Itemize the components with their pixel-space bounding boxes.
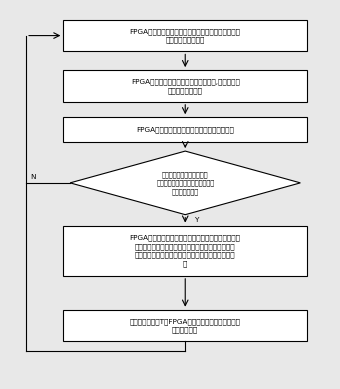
Text: FPGA控制器与三元锂电池电压检测模块通信，获得每
个三元锂电池的电压: FPGA控制器与三元锂电池电压检测模块通信，获得每 个三元锂电池的电压 xyxy=(130,28,241,43)
Text: 电压值最大的三元锂电池电
压与所有三元锂电池平均电压偏差
大于一设定阈值: 电压值最大的三元锂电池电 压与所有三元锂电池平均电压偏差 大于一设定阈值 xyxy=(156,171,214,195)
Text: 等待设定的时间T，FPGA控制器通过控制端子断开所
有接触器开关: 等待设定的时间T，FPGA控制器通过控制端子断开所 有接触器开关 xyxy=(130,318,241,333)
FancyBboxPatch shape xyxy=(63,226,307,276)
Text: FPGA通过控制电压最大三元锂电池单体对应的第一接
触器和第二接触器使电压值最大的三元锂电池单体与
所述放电电阻的并联，对所述三元锂电池单体进行放
电: FPGA通过控制电压最大三元锂电池单体对应的第一接 触器和第二接触器使电压值最大… xyxy=(130,235,241,267)
Text: Y: Y xyxy=(195,217,200,223)
Polygon shape xyxy=(70,151,300,215)
FancyBboxPatch shape xyxy=(63,117,307,142)
FancyBboxPatch shape xyxy=(63,20,307,51)
Text: FPGA控制器根据获得的三元锂电池电压,找出电压值
最大的三元锂电池: FPGA控制器根据获得的三元锂电池电压,找出电压值 最大的三元锂电池 xyxy=(131,78,240,94)
FancyBboxPatch shape xyxy=(63,70,307,102)
FancyBboxPatch shape xyxy=(63,310,307,342)
Text: N: N xyxy=(30,174,36,180)
Text: FPGA控制器求出所有三元锂电池电压的平均值: FPGA控制器求出所有三元锂电池电压的平均值 xyxy=(136,126,234,133)
